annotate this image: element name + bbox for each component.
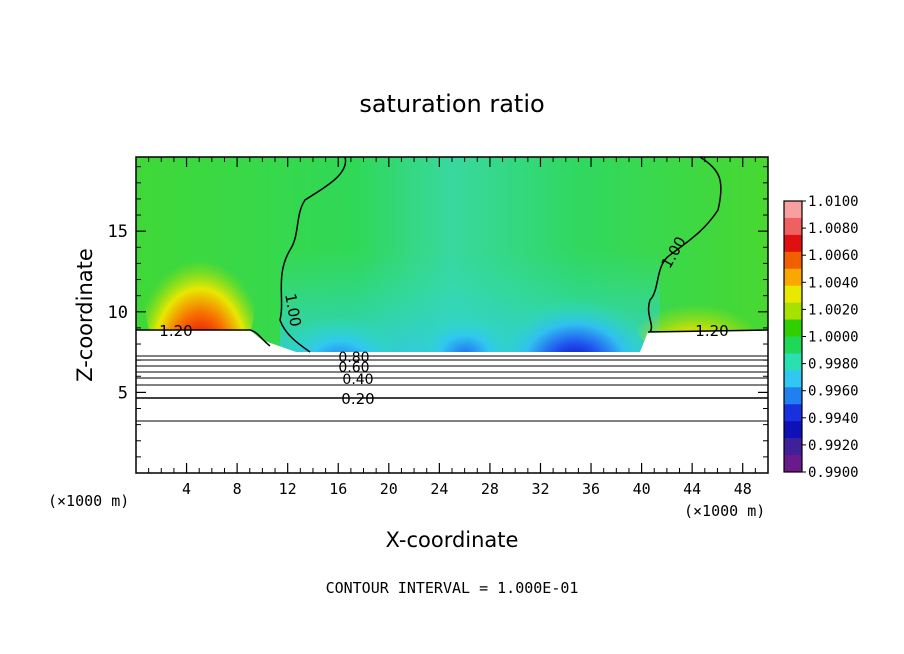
x-tick-label: 12: [279, 480, 297, 498]
contour-1-00-right: [647, 157, 722, 333]
colorbar-swatch: [784, 268, 802, 287]
contour-1-20-left: [136, 329, 271, 347]
x-tick-label: 36: [582, 480, 600, 498]
contour-labels: 1.20 1.20 1.00 1.00 0.80 0.60 0.40 0.20: [159, 234, 728, 408]
colorbar-swatch: [784, 319, 802, 337]
y-axis: 5 10 15: [108, 166, 768, 458]
cool-anomaly-mid: [420, 295, 510, 365]
colorbar-label: 0.9900: [808, 465, 859, 481]
horizontal-contours: [136, 355, 768, 422]
x-unit-label-left: (×1000 m): [48, 492, 129, 510]
x-tick-label: 8: [233, 480, 242, 498]
colorbar-swatch: [784, 438, 802, 456]
contour-1-20-right: [647, 329, 768, 333]
x-tick-label: 24: [430, 480, 448, 498]
chart-title: saturation ratio: [359, 90, 544, 118]
x-tick-label: 48: [734, 480, 752, 498]
y-tick-label: 15: [108, 222, 128, 242]
colorbar-label: 1.0020: [808, 302, 859, 318]
x-tick-label: 28: [481, 480, 499, 498]
colorbar-label: 1.0100: [808, 194, 859, 210]
colorbar-swatch: [784, 217, 802, 236]
colorbar-swatch: [784, 285, 802, 304]
x-axis: 4 8 12 16 20 24 28 32 36 40 44 48: [148, 157, 756, 498]
colorbar-label: 1.0000: [808, 330, 859, 346]
x-tick-label: 44: [683, 480, 701, 498]
x-tick-label: 40: [633, 480, 651, 498]
y-tick-label: 5: [118, 383, 128, 403]
plot-area: 1.20 1.20 1.00 1.00 0.80 0.60 0.40 0.20: [136, 157, 768, 473]
contour-1-00: [279, 157, 347, 353]
contour-label: 0.40: [342, 372, 373, 388]
x-tick-label: 32: [531, 480, 549, 498]
colorbar-label: 0.9960: [808, 384, 859, 400]
y-tick-label: 10: [108, 303, 128, 323]
colorbar-swatch: [784, 404, 802, 422]
colorbar-label: 1.0040: [808, 275, 859, 291]
colorbar-swatch: [784, 387, 802, 405]
x-tick-label: 20: [380, 480, 398, 498]
x-axis-title: X-coordinate: [386, 528, 519, 552]
colorbar-label: 1.0060: [808, 248, 859, 264]
x-tick-label: 4: [182, 480, 191, 498]
colorbar-swatch: [784, 302, 802, 321]
colorbar-label: 0.9940: [808, 411, 859, 427]
contour-label: 1.20: [159, 322, 192, 340]
x-tick-label: 16: [329, 480, 347, 498]
contour-lines: [136, 157, 768, 353]
colorbar-swatch: [784, 251, 802, 270]
colorbar-swatch: [784, 336, 802, 354]
contour-label: 0.60: [338, 360, 369, 376]
colorbar-swatch: [784, 234, 802, 253]
colorbar-swatch: [784, 201, 802, 219]
contour-label: 0.20: [341, 390, 374, 408]
contour-label: 1.00: [281, 292, 305, 328]
contour-label: 1.20: [695, 322, 728, 340]
colorbar-swatch: [784, 353, 802, 371]
colorbar: 1.0100 1.0080 1.0060 1.0040 1.0020 1.0000 0.99…: [783, 194, 859, 481]
colorbar-swatch: [784, 421, 802, 439]
colorbar-swatch: [784, 455, 802, 473]
y-axis-title: Z-coordinate: [73, 248, 97, 382]
colorbar-swatch: [784, 370, 802, 388]
contour-label: 0.80: [338, 350, 369, 366]
contour-interval-note: CONTOUR INTERVAL = 1.000E-01: [326, 579, 579, 597]
colorbar-label: 1.0080: [808, 221, 859, 237]
colorbar-label: 0.9920: [808, 438, 859, 454]
colorbar-label: 0.9980: [808, 357, 859, 373]
x-unit-label-right: (×1000 m): [684, 502, 765, 520]
